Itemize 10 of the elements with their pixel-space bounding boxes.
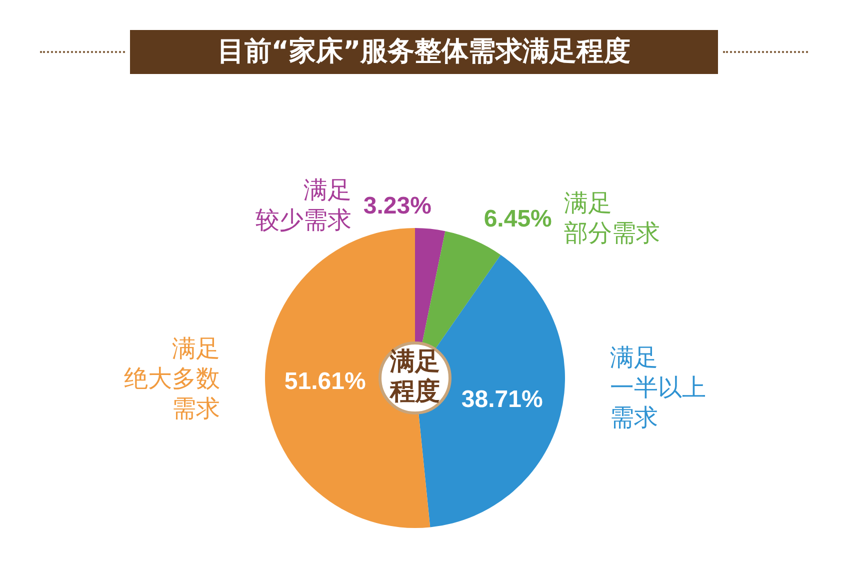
slice-label: 满足绝大多数需求 (124, 334, 220, 423)
data-label: 51.61% (284, 368, 366, 396)
slice-label: 满足部分需求 (564, 189, 660, 248)
chart-title: 目前“家床”服务整体需求满足程度 (130, 30, 718, 74)
data-label: 6.45% (484, 206, 552, 233)
text: 满足程度 (389, 346, 440, 406)
slice-label: 满足一半以上需求 (610, 344, 706, 432)
data-label: 38.71% (461, 386, 543, 414)
slice-label: 满足较少需求 (255, 176, 352, 234)
data-label: 3.23% (363, 192, 432, 220)
